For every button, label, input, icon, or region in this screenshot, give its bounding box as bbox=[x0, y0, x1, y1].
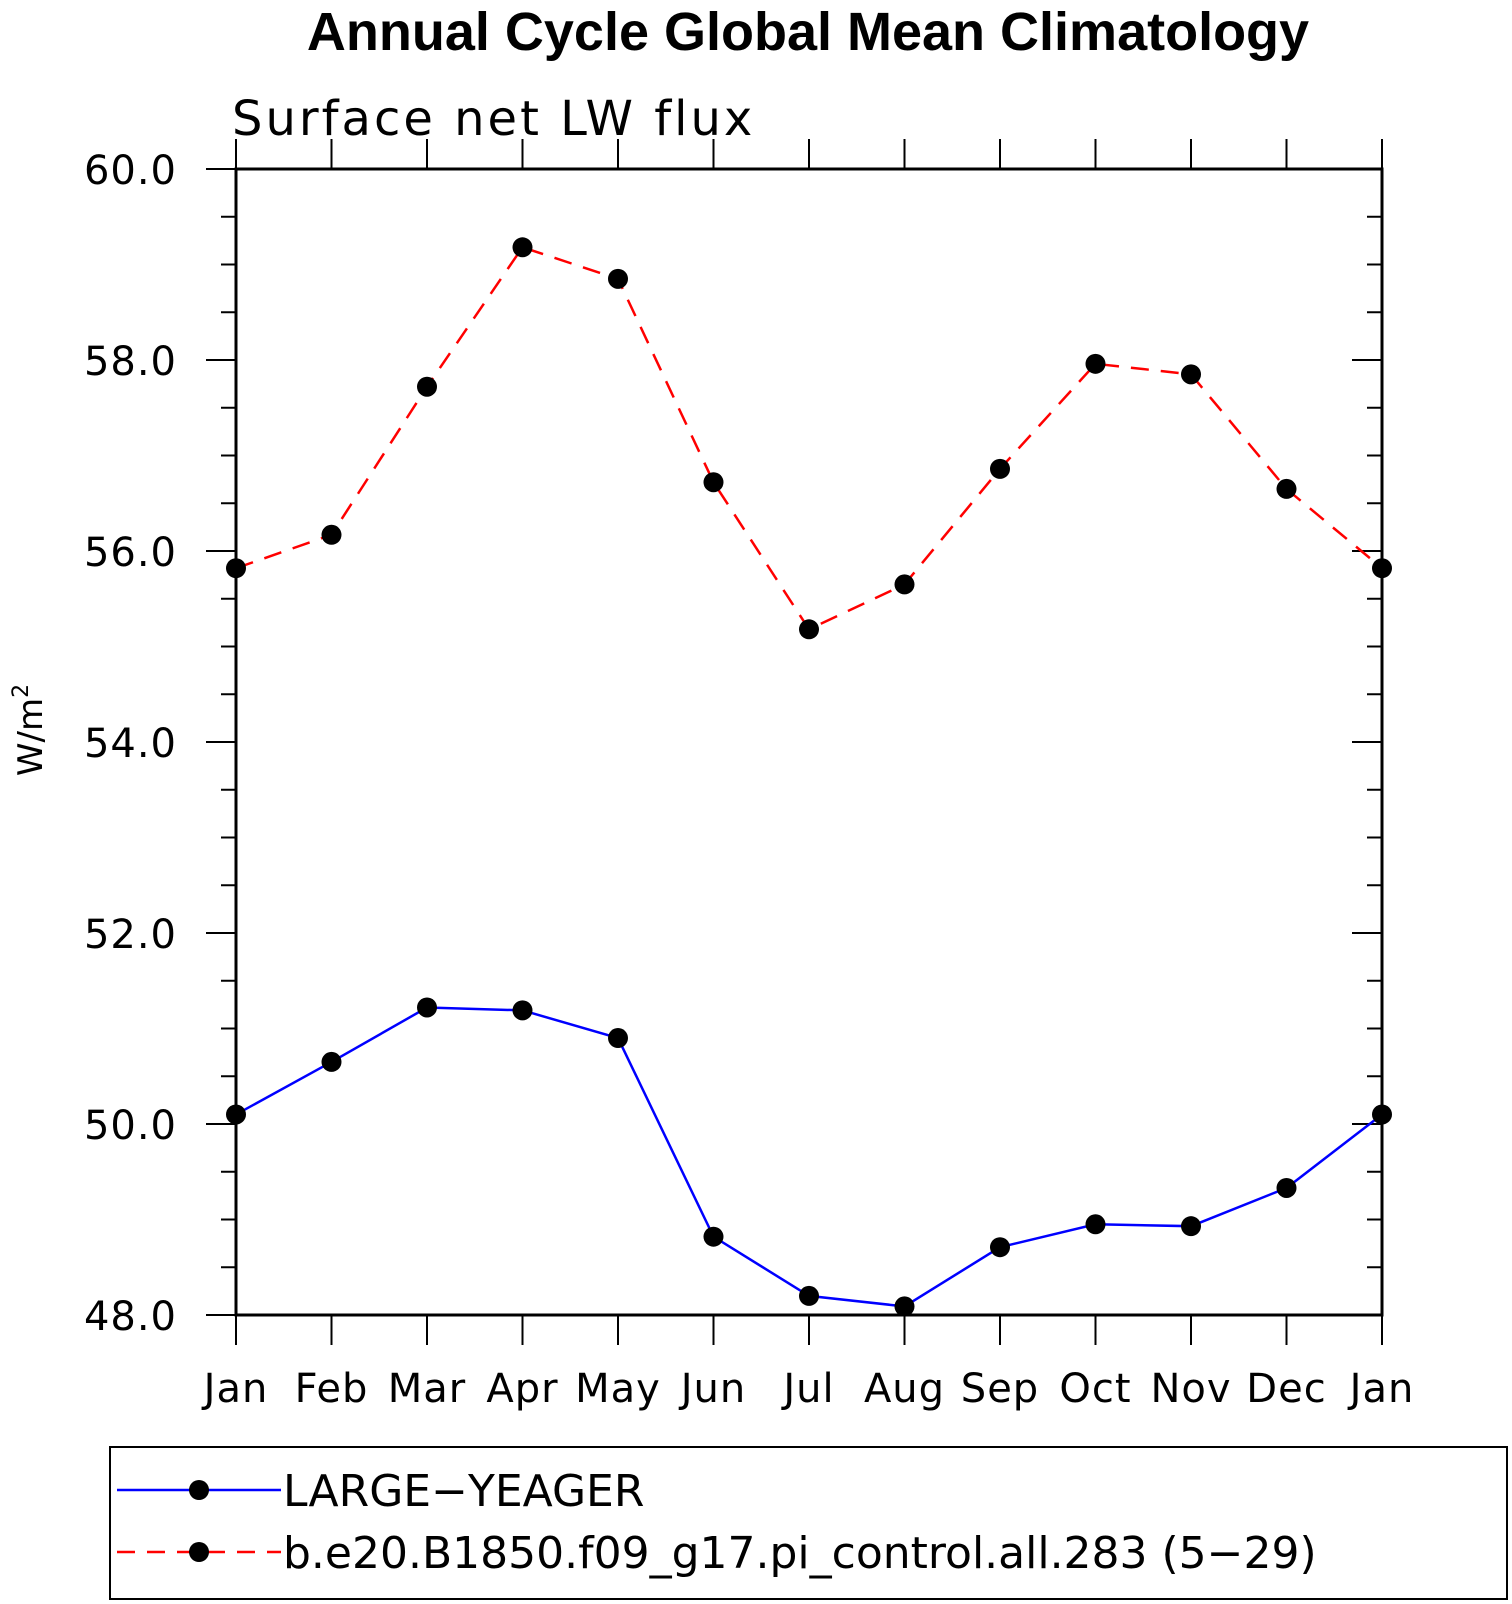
series-1-point bbox=[321, 1051, 342, 1072]
svg-text:W/m2: W/m2 bbox=[9, 684, 51, 776]
series-1-point bbox=[990, 1237, 1010, 1258]
series-2-point bbox=[1276, 478, 1297, 499]
x-axis-ticks: Jan Feb Mar Apr May Jun Jul Aug Sep Oct Nov Dec Jan bbox=[201, 139, 1415, 1412]
series-2-point bbox=[608, 268, 628, 289]
x-tick-label: Jun bbox=[678, 1366, 747, 1412]
x-tick-label: Apr bbox=[486, 1366, 558, 1412]
series-1-point bbox=[1085, 1214, 1106, 1235]
series-2-point bbox=[894, 574, 915, 595]
series-2-point bbox=[1372, 558, 1392, 579]
legend-marker-2 bbox=[189, 1542, 209, 1562]
series-1-point bbox=[608, 1028, 628, 1049]
series-1-point bbox=[1181, 1216, 1201, 1237]
y-axis-ticks: 48.0 50.0 52.0 54.0 56.0 58.0 60.0 bbox=[84, 148, 1382, 1340]
x-tick-label: Mar bbox=[388, 1366, 466, 1412]
x-tick-label: Aug bbox=[864, 1366, 945, 1412]
series-1-point bbox=[703, 1226, 724, 1247]
series-line-2 bbox=[235, 245, 1383, 631]
series-1-point bbox=[799, 1285, 819, 1306]
y-tick-label: 58.0 bbox=[84, 339, 177, 385]
x-tick-label: Oct bbox=[1059, 1366, 1131, 1412]
y-tick-label: 52.0 bbox=[84, 912, 177, 958]
legend: LARGE−YEAGER b.e20.B1850.f09_g17.pi_contr… bbox=[109, 1446, 1508, 1600]
series-2-point bbox=[512, 237, 533, 258]
series-2-point bbox=[703, 472, 724, 493]
series-1-point bbox=[512, 1000, 533, 1021]
x-tick-label: May bbox=[575, 1366, 661, 1412]
series-1-point bbox=[417, 997, 437, 1018]
x-tick-label: Jan bbox=[1347, 1366, 1415, 1412]
series-2-point bbox=[990, 458, 1010, 479]
chart-subtitle: Surface net LW flux bbox=[232, 91, 755, 147]
series-1-point bbox=[1276, 1177, 1297, 1198]
series-1-point bbox=[894, 1296, 915, 1317]
y-axis-label-superscript: 2 bbox=[9, 684, 34, 698]
x-tick-label: Feb bbox=[295, 1366, 369, 1412]
series-2-point bbox=[417, 376, 437, 397]
legend-label-2: b.e20.B1850.f09_g17.pi_control.all.283 (… bbox=[283, 1528, 1317, 1579]
chart-title: Annual Cycle Global Mean Climatology bbox=[307, 2, 1309, 62]
series-2-point bbox=[799, 619, 819, 640]
plot-frame bbox=[234, 167, 1384, 1317]
y-tick-label: 60.0 bbox=[84, 148, 177, 194]
series-1-point bbox=[226, 1104, 246, 1125]
series-2-point bbox=[1085, 353, 1106, 374]
x-tick-label: Jan bbox=[201, 1366, 269, 1412]
y-axis-label: W/m2 bbox=[9, 684, 51, 776]
y-tick-label: 56.0 bbox=[84, 530, 177, 576]
series-2-point bbox=[1181, 364, 1201, 385]
series-line-1 bbox=[235, 1006, 1383, 1308]
y-tick-label: 48.0 bbox=[84, 1294, 177, 1340]
legend-box bbox=[109, 1446, 1508, 1600]
series-2-point bbox=[321, 524, 342, 545]
x-tick-label: Sep bbox=[961, 1366, 1039, 1412]
legend-label-1: LARGE−YEAGER bbox=[283, 1466, 644, 1517]
series-2-point bbox=[226, 558, 246, 579]
x-tick-label: Jul bbox=[780, 1366, 834, 1412]
x-tick-label: Nov bbox=[1150, 1366, 1231, 1412]
y-tick-label: 54.0 bbox=[84, 721, 177, 767]
series-1-point bbox=[1372, 1104, 1392, 1125]
y-tick-label: 50.0 bbox=[84, 1103, 177, 1149]
y-axis-label-unit: W/m bbox=[11, 698, 51, 776]
series-layer bbox=[226, 237, 1392, 1317]
x-tick-label: Dec bbox=[1246, 1366, 1326, 1412]
legend-marker-1 bbox=[189, 1480, 209, 1500]
